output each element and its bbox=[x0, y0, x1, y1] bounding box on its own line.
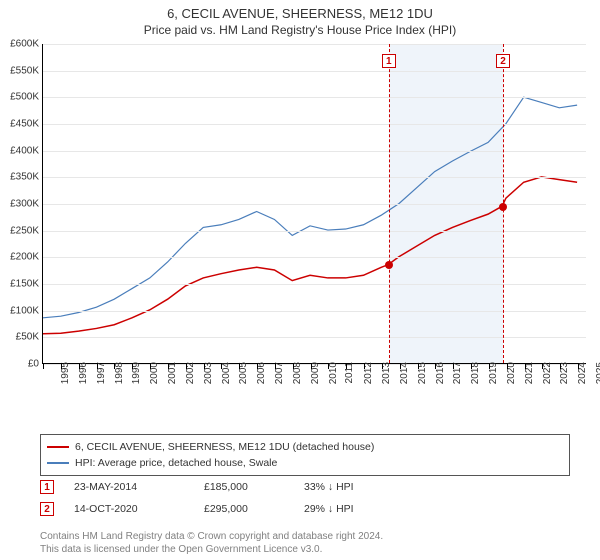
sale-marker-2: 2 bbox=[40, 502, 54, 516]
sale-delta-1: 33% ↓ HPI bbox=[304, 481, 354, 493]
gridline bbox=[43, 284, 586, 285]
x-tick bbox=[435, 363, 436, 369]
x-tick bbox=[168, 363, 169, 369]
gridline bbox=[43, 337, 586, 338]
x-tick bbox=[61, 363, 62, 369]
marker-line bbox=[389, 44, 390, 363]
gridline bbox=[43, 257, 586, 258]
x-tick bbox=[328, 363, 329, 369]
x-tick bbox=[221, 363, 222, 369]
x-tick bbox=[471, 363, 472, 369]
x-tick bbox=[132, 363, 133, 369]
x-tick bbox=[418, 363, 419, 369]
sale-dot bbox=[385, 261, 393, 269]
gridline bbox=[43, 124, 586, 125]
sale-marker-1: 1 bbox=[40, 480, 54, 494]
x-tick bbox=[114, 363, 115, 369]
sale-price-2: £295,000 bbox=[204, 503, 284, 515]
y-axis-label: £100K bbox=[3, 305, 39, 316]
sale-dot bbox=[499, 203, 507, 211]
footer: Contains HM Land Registry data © Crown c… bbox=[40, 530, 383, 556]
legend-label: HPI: Average price, detached house, Swal… bbox=[75, 455, 277, 471]
marker-box: 1 bbox=[382, 54, 396, 68]
legend-swatch bbox=[47, 446, 69, 448]
x-tick bbox=[346, 363, 347, 369]
x-tick bbox=[79, 363, 80, 369]
x-tick bbox=[275, 363, 276, 369]
chart-title: 6, CECIL AVENUE, SHEERNESS, ME12 1DU bbox=[0, 0, 600, 21]
x-tick bbox=[382, 363, 383, 369]
x-tick bbox=[43, 363, 44, 369]
sale-row-1: 1 23-MAY-2014 £185,000 33% ↓ HPI bbox=[40, 480, 354, 494]
gridline bbox=[43, 177, 586, 178]
y-axis-label: £150K bbox=[3, 279, 39, 290]
y-axis-label: £600K bbox=[3, 39, 39, 50]
sale-date-2: 14-OCT-2020 bbox=[74, 503, 184, 515]
gridline bbox=[43, 44, 586, 45]
x-tick bbox=[507, 363, 508, 369]
gridline bbox=[43, 311, 586, 312]
gridline bbox=[43, 71, 586, 72]
x-tick bbox=[400, 363, 401, 369]
y-axis-label: £250K bbox=[3, 225, 39, 236]
legend-swatch bbox=[47, 462, 69, 464]
x-axis-label: 2025 bbox=[595, 362, 600, 384]
gridline bbox=[43, 151, 586, 152]
x-tick bbox=[97, 363, 98, 369]
y-axis-label: £50K bbox=[3, 332, 39, 343]
x-tick bbox=[150, 363, 151, 369]
x-tick bbox=[311, 363, 312, 369]
x-tick bbox=[204, 363, 205, 369]
x-tick bbox=[257, 363, 258, 369]
x-tick bbox=[525, 363, 526, 369]
legend: 6, CECIL AVENUE, SHEERNESS, ME12 1DU (de… bbox=[40, 434, 570, 476]
footer-line-1: Contains HM Land Registry data © Crown c… bbox=[40, 530, 383, 543]
gridline bbox=[43, 231, 586, 232]
x-tick bbox=[364, 363, 365, 369]
legend-item: 6, CECIL AVENUE, SHEERNESS, ME12 1DU (de… bbox=[47, 439, 563, 455]
footer-line-2: This data is licensed under the Open Gov… bbox=[40, 543, 383, 556]
y-axis-label: £400K bbox=[3, 145, 39, 156]
x-tick bbox=[239, 363, 240, 369]
gridline bbox=[43, 97, 586, 98]
sale-delta-2: 29% ↓ HPI bbox=[304, 503, 354, 515]
x-tick bbox=[293, 363, 294, 369]
y-axis-label: £500K bbox=[3, 92, 39, 103]
y-axis-label: £350K bbox=[3, 172, 39, 183]
sale-row-2: 2 14-OCT-2020 £295,000 29% ↓ HPI bbox=[40, 502, 354, 516]
y-axis-label: £0 bbox=[3, 359, 39, 370]
legend-item: HPI: Average price, detached house, Swal… bbox=[47, 455, 563, 471]
sale-price-1: £185,000 bbox=[204, 481, 284, 493]
y-axis-label: £450K bbox=[3, 119, 39, 130]
x-tick bbox=[186, 363, 187, 369]
sale-date-1: 23-MAY-2014 bbox=[74, 481, 184, 493]
marker-box: 2 bbox=[496, 54, 510, 68]
chart: £0 £50K £100K £150K £200K £250K £300K £350K £400… bbox=[0, 44, 600, 424]
legend-label: 6, CECIL AVENUE, SHEERNESS, ME12 1DU (de… bbox=[75, 439, 374, 455]
chart-subtitle: Price paid vs. HM Land Registry's House … bbox=[0, 21, 600, 41]
plot-area: £0£50K£100K£150K£200K£250K£300K£350K£400… bbox=[42, 44, 586, 364]
x-tick bbox=[489, 363, 490, 369]
x-tick bbox=[542, 363, 543, 369]
y-axis-label: £200K bbox=[3, 252, 39, 263]
x-tick bbox=[560, 363, 561, 369]
y-axis-label: £300K bbox=[3, 199, 39, 210]
x-tick bbox=[453, 363, 454, 369]
x-tick bbox=[578, 363, 579, 369]
y-axis-label: £550K bbox=[3, 65, 39, 76]
